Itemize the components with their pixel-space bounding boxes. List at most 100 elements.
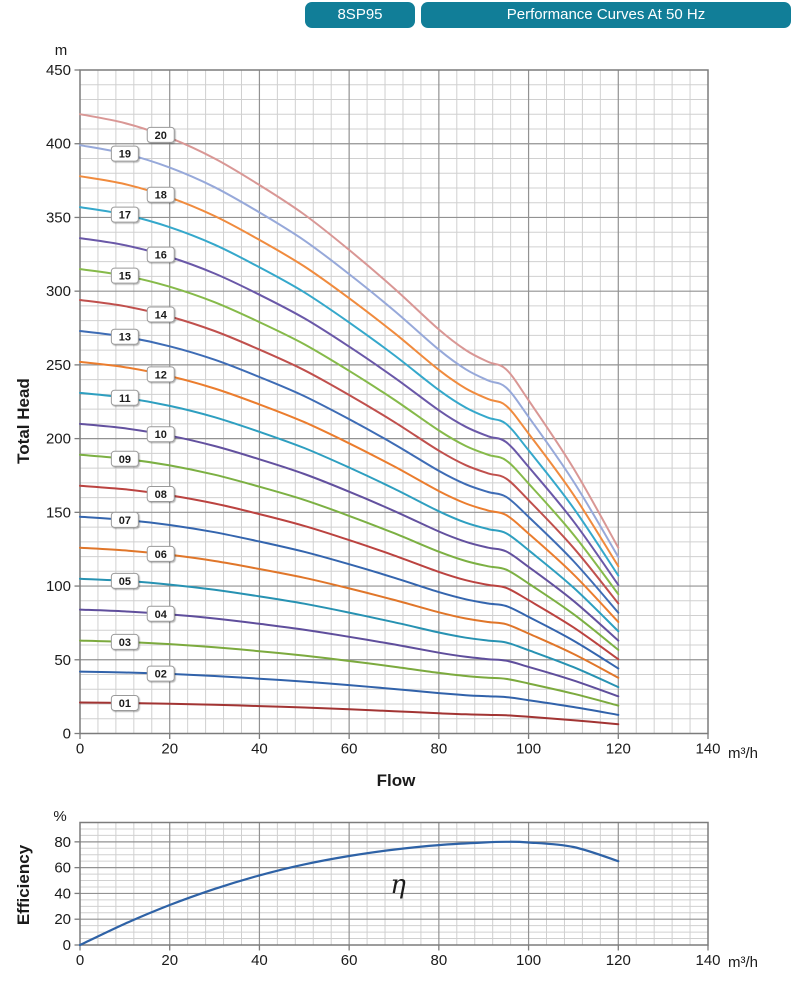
- tick-labels: 0 20 40 60 80 100 120 140 0 20 40 60 80: [54, 834, 720, 969]
- svg-text:200: 200: [46, 431, 71, 448]
- head-chart: 0 20 40 60 80 100 120 1400501001502002503003504…: [46, 62, 721, 758]
- svg-text:01: 01: [119, 698, 131, 710]
- stage-label-02: 02: [146, 665, 175, 682]
- chart-title: Performance Curves At 50 Hz: [506, 6, 706, 23]
- flow-unit-main: m³/h: [728, 745, 758, 762]
- svg-text:140: 140: [695, 952, 720, 969]
- stage-label-13: 13: [110, 328, 139, 345]
- stage-label-04: 04: [146, 605, 175, 622]
- svg-text:100: 100: [46, 578, 71, 595]
- stage-label-14: 14: [146, 306, 175, 323]
- stage-label-18: 18: [146, 186, 175, 203]
- stage-label-20: 20: [146, 126, 175, 143]
- head-curve-20: [79, 113, 620, 549]
- head-curve-03: [79, 639, 620, 707]
- flow-unit-efficiency: m³/h: [728, 954, 758, 971]
- svg-text:120: 120: [606, 952, 631, 969]
- svg-text:250: 250: [46, 357, 71, 374]
- head-curve-09: [79, 453, 620, 651]
- stage-label-12: 12: [146, 366, 175, 383]
- svg-text:06: 06: [155, 549, 167, 561]
- minor-gridlines: [80, 70, 708, 734]
- svg-text:150: 150: [46, 504, 71, 521]
- model-label: 8SP95: [337, 6, 383, 23]
- head-curve-10: [79, 422, 620, 642]
- svg-text:20: 20: [161, 741, 178, 758]
- stage-label-01: 01: [110, 694, 139, 711]
- efficiency-chart: 0 20 40 60 80 100 120 140 0 20 40 60 80: [54, 821, 721, 969]
- stage-label-19: 19: [110, 145, 139, 162]
- chart-title-banner: Performance Curves At 50 Hz: [421, 2, 791, 28]
- head-curve-18: [79, 175, 620, 568]
- flow-axis-title: Flow: [376, 771, 416, 790]
- efficiency-axis-title: Efficiency: [14, 844, 33, 926]
- svg-text:19: 19: [119, 149, 131, 161]
- svg-text:40: 40: [251, 952, 268, 969]
- stage-label-15: 15: [110, 267, 139, 284]
- stage-label-16: 16: [146, 246, 175, 263]
- head-curve-07: [79, 515, 620, 670]
- tick-marks: [74, 841, 709, 951]
- svg-text:02: 02: [155, 669, 167, 681]
- plot-border: [79, 821, 709, 946]
- svg-text:10: 10: [155, 429, 167, 441]
- svg-text:80: 80: [431, 741, 448, 758]
- head-curve-08: [79, 484, 620, 661]
- tick-marks: [74, 69, 709, 739]
- svg-text:12: 12: [155, 369, 167, 381]
- svg-text:80: 80: [431, 952, 448, 969]
- svg-text:300: 300: [46, 283, 71, 300]
- svg-text:0: 0: [63, 937, 71, 954]
- minor-gridlines: [80, 822, 708, 945]
- head-curve-15: [79, 268, 620, 596]
- head-curve-05: [79, 577, 620, 689]
- stage-label-05: 05: [110, 572, 139, 589]
- head-curves: [79, 113, 620, 726]
- svg-text:13: 13: [119, 332, 131, 344]
- svg-text:09: 09: [119, 454, 131, 466]
- stage-label-17: 17: [110, 206, 139, 223]
- head-curve-14: [79, 299, 620, 605]
- svg-text:350: 350: [46, 209, 71, 226]
- head-axis-unit: m: [54, 42, 68, 59]
- head-curve-19: [79, 144, 620, 558]
- svg-text:04: 04: [155, 609, 168, 621]
- stage-labels: 01 02 03 04 05 06 07 08 09 10 11 12 13 14 15 16 17 18 19 20: [110, 126, 175, 711]
- head-curve-16: [79, 237, 620, 586]
- svg-text:140: 140: [695, 741, 720, 758]
- head-curve-01: [79, 701, 620, 726]
- plot-border: [79, 69, 709, 735]
- svg-text:07: 07: [119, 515, 131, 527]
- svg-text:400: 400: [46, 136, 71, 153]
- stage-label-07: 07: [110, 511, 139, 528]
- major-gridlines: [80, 822, 708, 945]
- stage-label-06: 06: [146, 545, 175, 562]
- svg-text:0: 0: [76, 741, 84, 758]
- head-curve-17: [79, 206, 620, 577]
- stage-label-03: 03: [110, 633, 139, 650]
- head-curve-06: [79, 546, 620, 679]
- svg-text:60: 60: [341, 952, 358, 969]
- svg-text:100: 100: [516, 741, 541, 758]
- svg-text:60: 60: [341, 741, 358, 758]
- svg-text:20: 20: [161, 952, 178, 969]
- svg-text:80: 80: [54, 834, 71, 851]
- head-curve-11: [79, 391, 620, 633]
- model-badge: 8SP95: [305, 2, 415, 28]
- efficiency-curve: [78, 840, 620, 947]
- tick-labels: 0 20 40 60 80 100 120 1400501001502002503003504…: [46, 62, 721, 758]
- svg-text:20: 20: [54, 911, 71, 928]
- stage-label-11: 11: [110, 389, 139, 406]
- svg-text:60: 60: [54, 860, 71, 877]
- eta-curve-label: η: [390, 870, 406, 900]
- svg-text:18: 18: [155, 190, 167, 202]
- svg-text:08: 08: [155, 489, 167, 501]
- svg-text:50: 50: [54, 652, 71, 669]
- svg-text:03: 03: [119, 637, 131, 649]
- svg-text:15: 15: [119, 271, 131, 283]
- svg-text:17: 17: [119, 210, 131, 222]
- svg-text:05: 05: [119, 576, 131, 588]
- svg-text:100: 100: [516, 952, 541, 969]
